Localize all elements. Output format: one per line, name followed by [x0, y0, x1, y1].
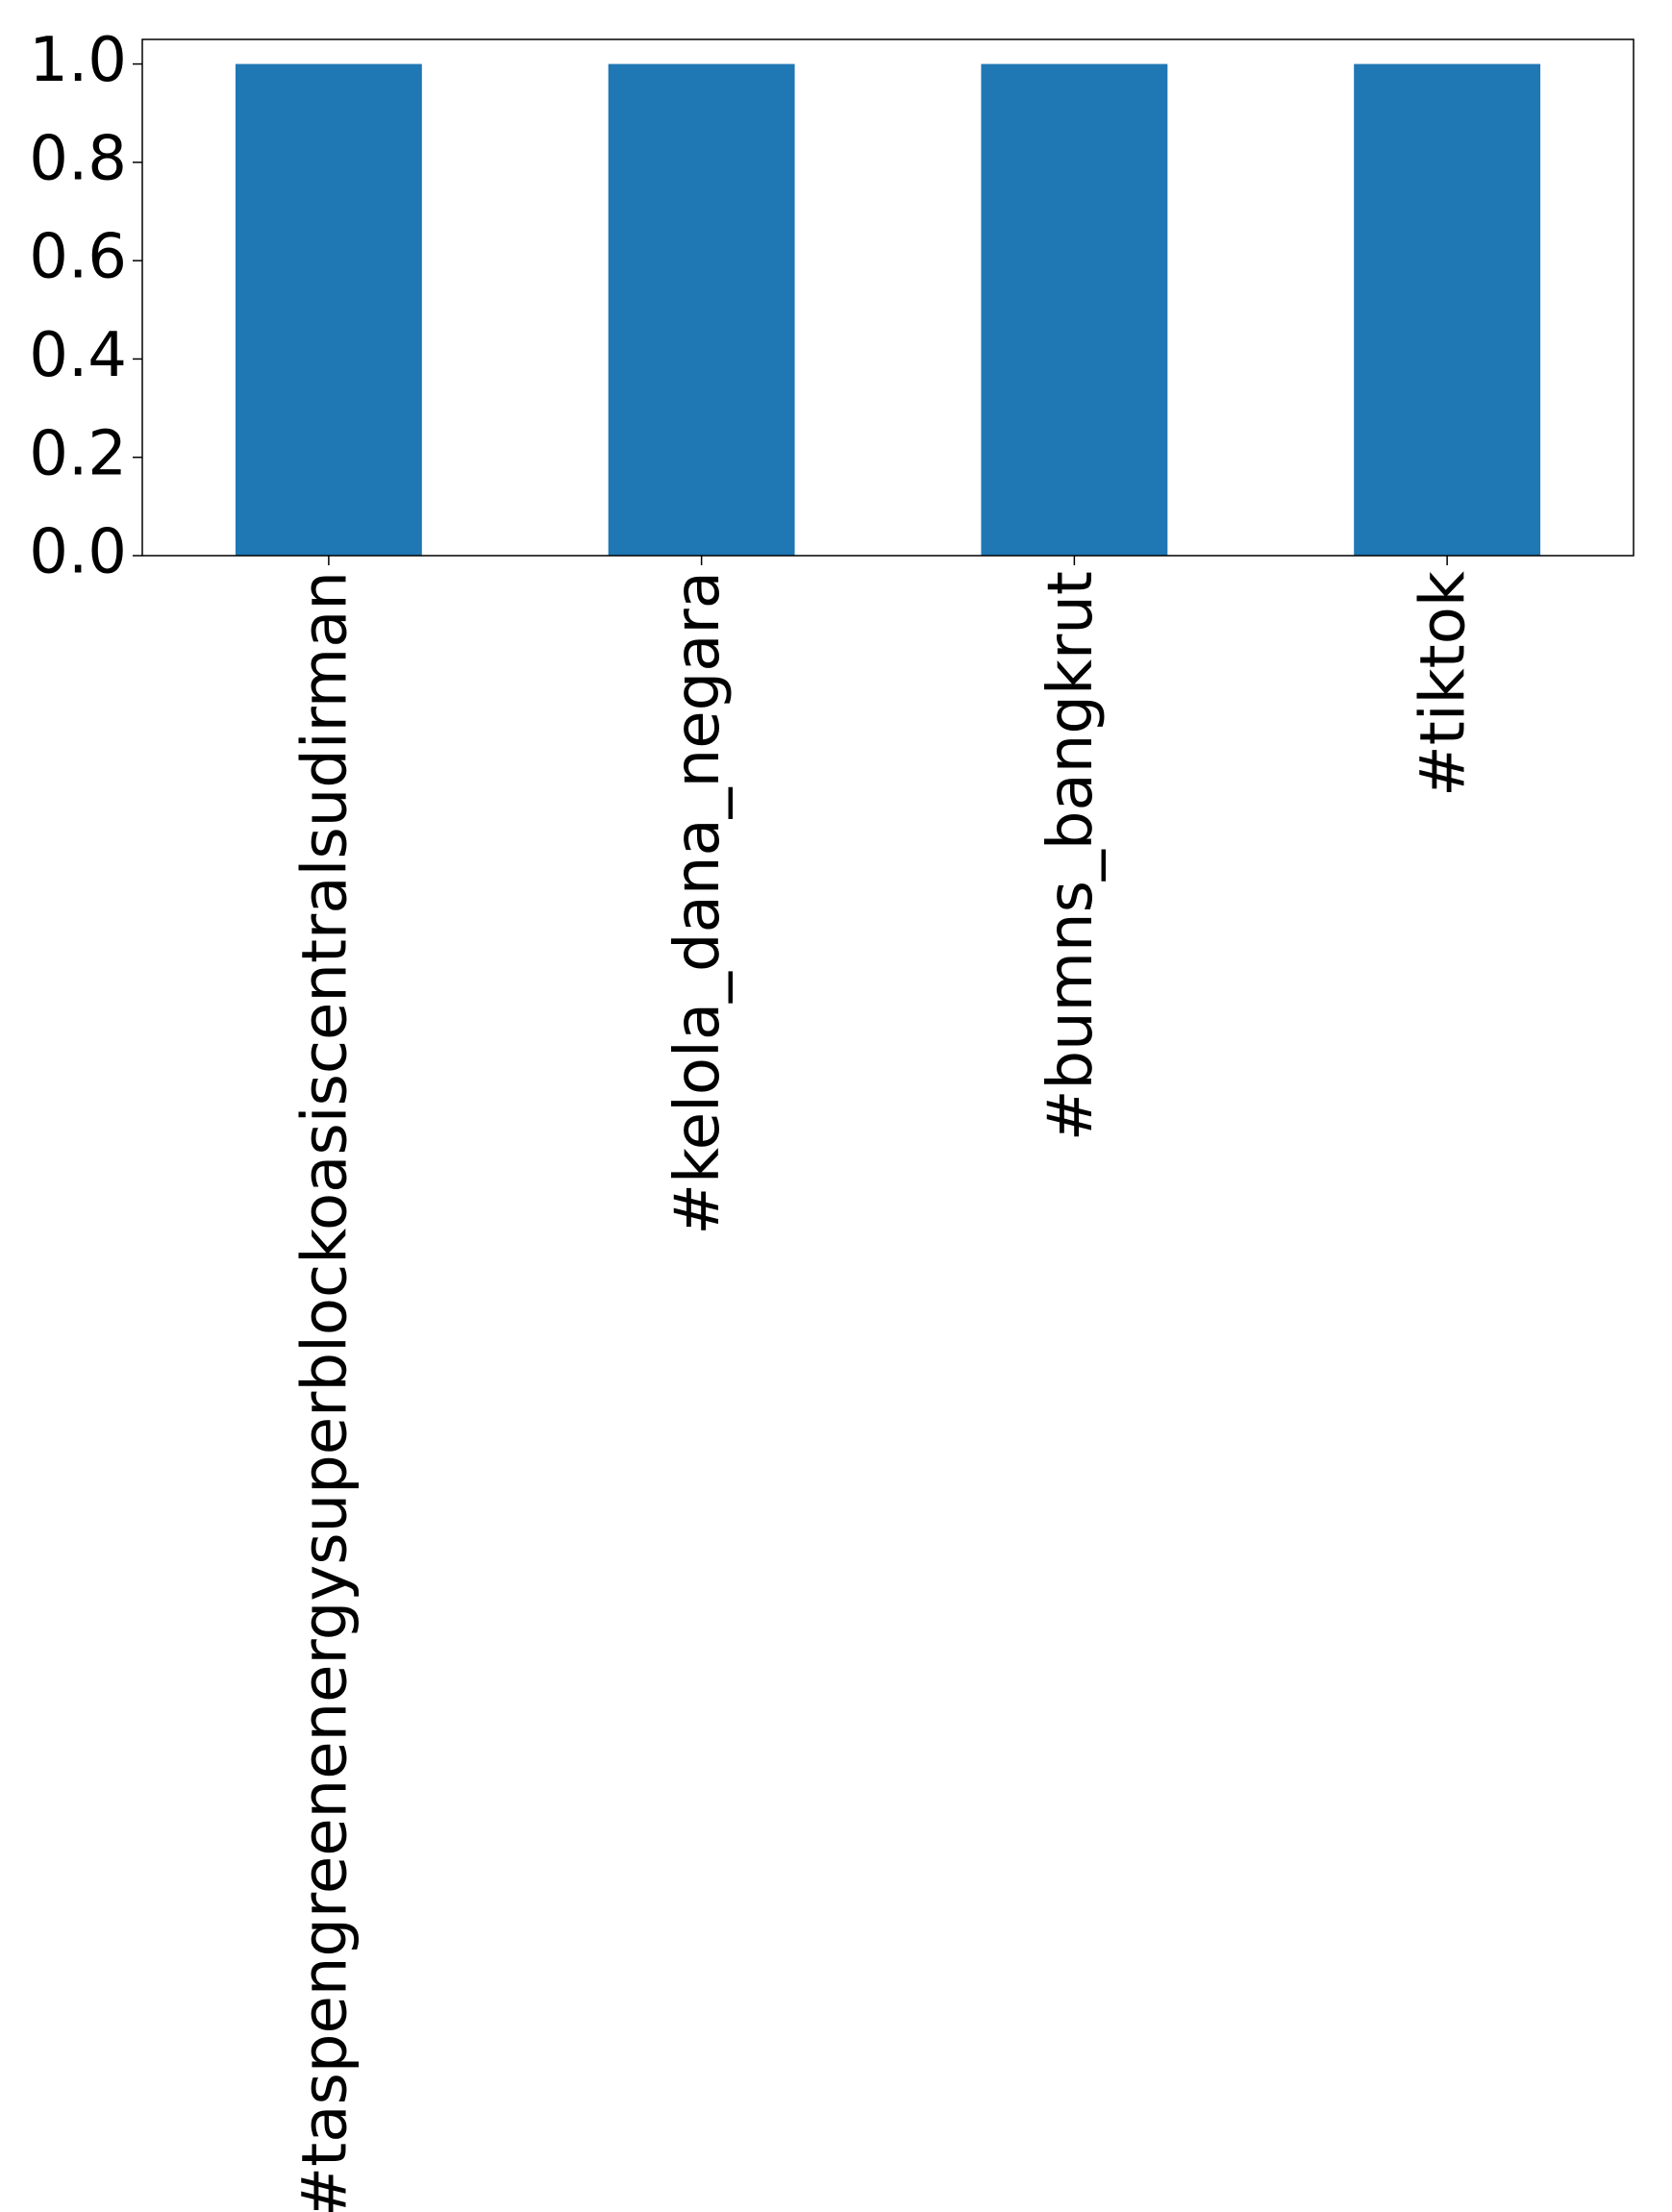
x-tick-label: #taspengreenenergysuperblockoasiscentral…	[289, 571, 361, 2212]
y-tick-label: 0.0	[29, 517, 127, 588]
bar	[235, 63, 422, 557]
y-tick-label: 0.2	[29, 418, 127, 489]
x-tick-label: #bumns_bangkrut	[1036, 571, 1107, 1141]
bar	[608, 63, 795, 557]
plot-frame	[141, 38, 1635, 557]
x-tick-label: #kelola_dana_negara	[662, 571, 734, 1235]
x-tick-label: #tiktok	[1409, 571, 1480, 797]
y-tick-label: 0.6	[29, 222, 127, 293]
bar	[981, 63, 1168, 557]
y-tick-label: 0.8	[29, 123, 127, 194]
y-tick-label: 1.0	[29, 25, 127, 96]
y-tick-label: 0.4	[29, 320, 127, 391]
bar	[1354, 63, 1541, 557]
